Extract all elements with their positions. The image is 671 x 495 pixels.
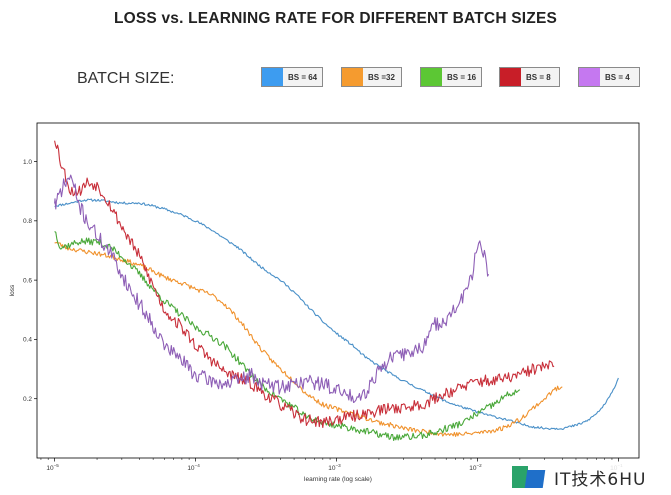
series-line <box>54 198 619 431</box>
x-tick-label: 10−4 <box>187 463 200 472</box>
legend-swatch <box>262 68 283 86</box>
legend-item: BS = 16 <box>420 67 482 87</box>
legend-swatch <box>421 68 442 86</box>
legend-text: BS = 16 <box>447 72 477 82</box>
y-tick-label: 0.6 <box>23 277 32 284</box>
x-tick-label: 10−5 <box>46 463 59 472</box>
series-layer <box>54 140 619 442</box>
legend-text: BS = 8 <box>526 72 551 82</box>
legend-swatch <box>500 68 521 86</box>
legend-item: BS = 8 <box>499 67 560 87</box>
legend-item: BS = 4 <box>578 67 640 87</box>
legend-label: BATCH SIZE: <box>77 70 175 87</box>
watermark-text: IT技术6HU <box>554 469 647 490</box>
legend-text: BS = 64 <box>288 72 318 82</box>
watermark-logo-icon <box>510 464 546 490</box>
chart-title: LOSS vs. LEARNING RATE FOR DIFFERENT BAT… <box>113 10 558 27</box>
series-line <box>54 174 490 404</box>
plot-frame <box>36 122 640 459</box>
axis-layer: 0.20.40.60.81.010−510−410−310−210−1 <box>23 159 623 472</box>
x-axis-label: learning rate (log scale) <box>304 476 372 483</box>
series-line <box>54 241 563 437</box>
y-tick-label: 0.8 <box>23 218 32 225</box>
watermark: IT技术6HU <box>510 462 670 492</box>
legend-swatch <box>342 68 363 86</box>
y-axis-label: loss <box>9 284 16 296</box>
y-tick-label: 0.4 <box>23 337 32 344</box>
series-line <box>54 140 555 429</box>
series-line <box>54 231 521 442</box>
legend-item: BS =32 <box>341 67 402 87</box>
legend-item: BS = 64 <box>261 67 323 87</box>
x-tick-label: 10−2 <box>469 463 482 472</box>
x-tick-label: 10−3 <box>328 463 341 472</box>
legend-text: BS = 4 <box>605 72 630 82</box>
y-tick-label: 0.2 <box>23 396 32 403</box>
legend-swatch <box>579 68 600 86</box>
legend-text: BS =32 <box>368 72 395 82</box>
y-tick-label: 1.0 <box>23 159 32 166</box>
